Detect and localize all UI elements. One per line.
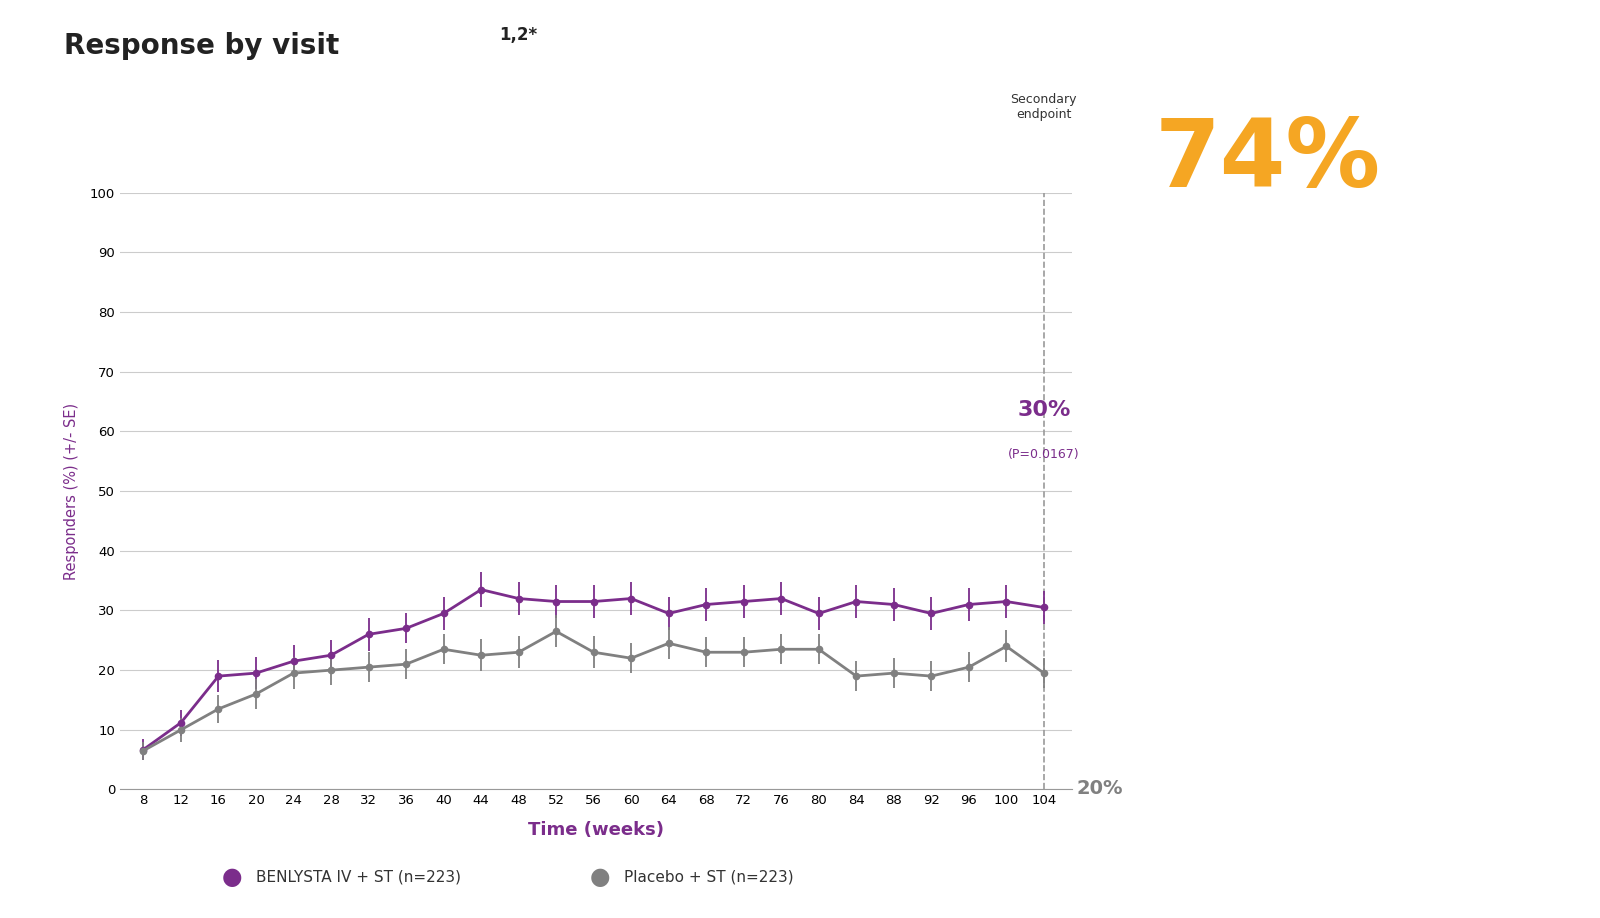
Text: 74%: 74%	[1155, 115, 1381, 207]
Y-axis label: Responders (%) (+/- SE): Responders (%) (+/- SE)	[64, 403, 78, 579]
Text: ●: ●	[590, 865, 610, 889]
Text: more likely to achieve: more likely to achieve	[1146, 397, 1390, 417]
Text: 30%: 30%	[1018, 399, 1070, 420]
Text: Secondary
endpoint: Secondary endpoint	[1011, 93, 1077, 121]
Text: complete renal response: complete renal response	[1146, 476, 1421, 497]
Text: BENLYSTA IV + ST (n=223): BENLYSTA IV + ST (n=223)	[256, 869, 461, 884]
Text: Response by visit: Response by visit	[64, 32, 339, 61]
X-axis label: Time (weeks): Time (weeks)	[528, 822, 664, 839]
Text: Placebo + ST (n=223): Placebo + ST (n=223)	[624, 869, 794, 884]
Text: with BENLYSTA: with BENLYSTA	[1146, 634, 1331, 655]
Text: ●: ●	[222, 865, 242, 889]
Text: 1,2*: 1,2*	[1402, 624, 1434, 638]
Text: 20%: 20%	[1077, 778, 1123, 798]
Text: (renal remission): (renal remission)	[1146, 555, 1333, 576]
Text: (P=0.0167): (P=0.0167)	[1008, 448, 1080, 461]
Text: 1,2*: 1,2*	[499, 26, 538, 44]
